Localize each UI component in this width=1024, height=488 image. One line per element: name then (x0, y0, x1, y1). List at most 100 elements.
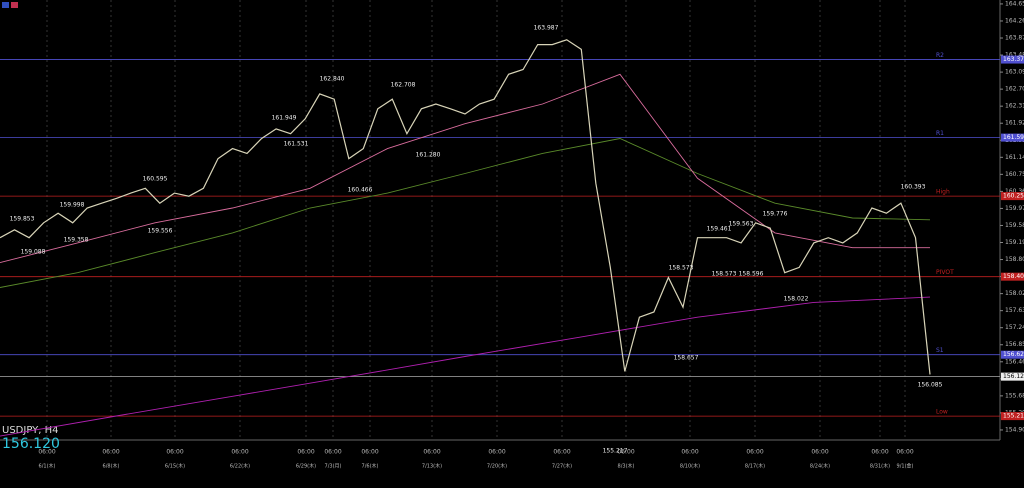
price-line (0, 39, 931, 375)
price-annotation: 159.853 (10, 216, 35, 223)
price-annotation: 159.776 (763, 211, 788, 218)
x-tick-label: 06:00 (488, 449, 505, 456)
x-tick-label: 06:00 (297, 449, 314, 456)
level-tag (1001, 350, 1024, 359)
x-tick-label: 06:00 (324, 449, 341, 456)
x-date-label: 9/1(金) (897, 463, 914, 470)
x-tick-label: 06:00 (38, 449, 55, 456)
y-tick-label: 159.970 (1005, 205, 1024, 212)
price-annotation: 159.358 (64, 237, 89, 244)
price-annotation: 155.217 (603, 448, 628, 455)
price-annotation: 161.280 (416, 152, 441, 159)
price-annotation: 162.840 (320, 76, 345, 83)
price-annotation: 161.949 (272, 115, 297, 122)
x-date-label: 6/15(木) (165, 463, 185, 470)
level-tag-label: 158.408 (1003, 273, 1024, 280)
last-price-tag (1001, 372, 1024, 381)
price-annotation: 159.556 (148, 228, 173, 235)
price-annotation: 158.573 (712, 271, 737, 278)
last-price: 156.120 (2, 436, 60, 452)
level-name: R2 (936, 52, 944, 59)
price-annotation: 163.987 (534, 25, 559, 32)
level-tag (1001, 272, 1024, 281)
price-annotation: 160.393 (901, 184, 926, 191)
price-annotation: 159.088 (21, 249, 46, 256)
x-date-label: 6/29(木) (296, 463, 316, 470)
level-tag-label: 156.622 (1003, 351, 1024, 358)
y-tick-label: 159.580 (1005, 222, 1024, 229)
y-tick-label: 156.850 (1005, 341, 1024, 348)
price-annotation: 156.085 (918, 382, 943, 389)
price-annotation: 158.596 (739, 271, 764, 278)
price-annotation: 158.022 (784, 296, 809, 303)
x-tick-label: 06:00 (423, 449, 440, 456)
indicator-line (0, 138, 931, 288)
level-name: S1 (936, 347, 944, 354)
y-tick-label: 157.630 (1005, 307, 1024, 314)
x-tick-label: 06:00 (102, 449, 119, 456)
indicator-line (0, 73, 930, 264)
price-annotation: 159.461 (707, 226, 732, 233)
x-date-label: 7/13(木) (422, 463, 442, 470)
price-annotation: 160.466 (348, 187, 373, 194)
price-annotation: 161.531 (284, 141, 309, 148)
x-tick-label: 06:00 (166, 449, 183, 456)
y-tick-label: 160.750 (1005, 171, 1024, 178)
indicator-line (0, 296, 931, 437)
y-tick-label: 160.360 (1005, 188, 1024, 195)
level-tag (1001, 192, 1024, 201)
x-date-label: 6/1(木) (39, 463, 56, 470)
price-annotation: 159.563 (729, 221, 754, 228)
price-annotation: 162.708 (391, 82, 416, 89)
last-price-tag-label: 156.120 (1003, 373, 1024, 380)
x-tick-label: 06:00 (361, 449, 378, 456)
x-date-label: 6/22(木) (230, 463, 250, 470)
level-tag-label: 163.377 (1003, 56, 1024, 63)
y-tick-label: 154.900 (1005, 426, 1024, 433)
x-date-label: 8/31(木) (870, 463, 890, 470)
x-tick-label: 06:00 (871, 449, 888, 456)
price-annotation: 158.657 (674, 355, 699, 362)
x-tick-label: 06:00 (617, 449, 634, 456)
x-tick-label: 06:00 (681, 449, 698, 456)
price-annotation: 160.595 (143, 176, 168, 183)
level-name: High (936, 189, 950, 196)
x-tick-label: 06:00 (746, 449, 763, 456)
y-tick-label: 161.140 (1005, 154, 1024, 161)
x-date-label: 7/6(木) (362, 463, 379, 470)
x-date-label: 8/17(木) (745, 463, 765, 470)
x-tick-label: 06:00 (231, 449, 248, 456)
y-tick-label: 163.480 (1005, 52, 1024, 59)
y-tick-label: 156.460 (1005, 358, 1024, 365)
level-tag (1001, 55, 1024, 64)
level-tag (1001, 133, 1024, 142)
x-date-label: 8/3(木) (618, 463, 635, 470)
level-tag-label: 161.591 (1003, 134, 1024, 141)
y-tick-label: 164.260 (1005, 17, 1024, 24)
x-tick-label: 06:00 (553, 449, 570, 456)
y-tick-label: 158.020 (1005, 290, 1024, 297)
y-tick-label: 162.700 (1005, 86, 1024, 93)
x-date-label: 6/8(木) (103, 463, 120, 470)
level-tag (1001, 412, 1024, 421)
level-tag-label: 160.252 (1003, 193, 1024, 200)
x-date-label: 8/24(木) (810, 463, 830, 470)
price-annotation: 158.573 (669, 265, 694, 272)
level-tag-label: 155.217 (1003, 413, 1024, 420)
y-tick-label: 159.190 (1005, 239, 1024, 246)
price-annotation: 159.998 (60, 202, 85, 209)
level-name: PIVOT (936, 269, 954, 276)
y-tick-label: 162.310 (1005, 103, 1024, 110)
x-date-label: 7/20(木) (487, 463, 507, 470)
flag-icon (11, 2, 18, 8)
y-tick-label: 158.800 (1005, 256, 1024, 263)
y-tick-label: 161.920 (1005, 120, 1024, 127)
x-date-label: 7/27(木) (552, 463, 572, 470)
level-name: Low (936, 409, 948, 416)
y-tick-label: 155.680 (1005, 392, 1024, 399)
flag-icon (2, 2, 9, 8)
x-tick-label: 06:00 (896, 449, 913, 456)
x-date-label: 7/3(月) (325, 464, 342, 470)
y-tick-label: 157.240 (1005, 324, 1024, 331)
y-tick-label: 163.870 (1005, 35, 1024, 42)
